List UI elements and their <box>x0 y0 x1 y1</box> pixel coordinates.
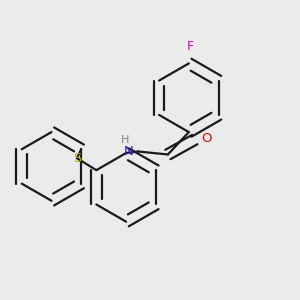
Text: N: N <box>124 145 134 158</box>
Text: H: H <box>120 135 129 145</box>
Text: O: O <box>201 132 211 145</box>
Text: S: S <box>73 152 81 165</box>
Text: F: F <box>187 40 194 53</box>
